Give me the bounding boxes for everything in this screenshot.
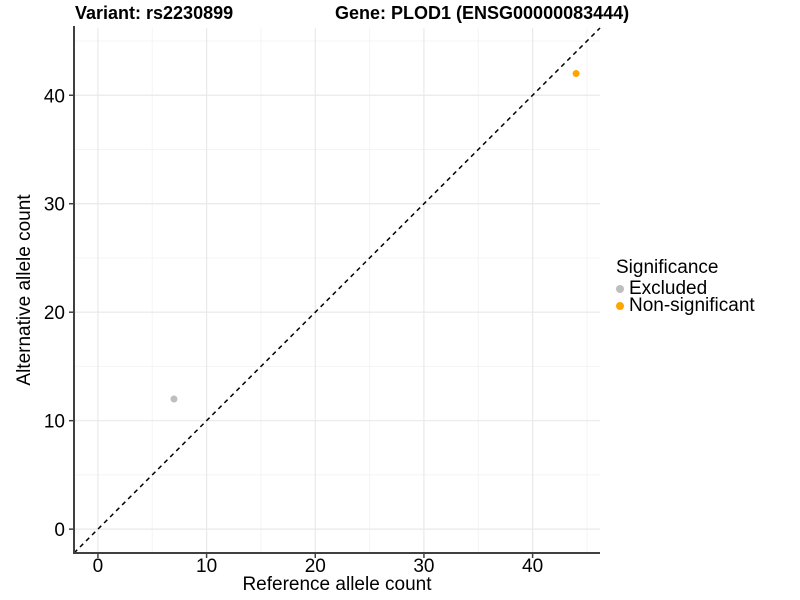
data-point-non-significant (572, 70, 580, 78)
legend-label-excluded: Excluded (629, 278, 708, 299)
y-tick-label: 40 (44, 86, 65, 107)
x-tick-label: 0 (93, 556, 104, 577)
data-point-excluded (170, 395, 178, 403)
y-tick-label: 10 (44, 412, 65, 433)
identity-dashed-line (73, 27, 601, 554)
x-axis-title: Reference allele count (242, 574, 432, 595)
x-tick-label: 30 (413, 556, 434, 577)
y-tick-label: 0 (54, 520, 65, 541)
legend-item-excluded: Excluded (616, 278, 755, 299)
y-tick-label: 30 (44, 195, 65, 216)
y-tick-label: 20 (44, 303, 65, 324)
plot-title-variant: Variant: rs2230899 (75, 3, 234, 23)
plot-title-gene: Gene: PLOD1 (ENSG00000083444) (335, 3, 630, 23)
legend-label-non-significant: Non-significant (629, 295, 755, 316)
excluded-point-swatch (616, 284, 624, 293)
x-tick-label: 10 (196, 556, 217, 577)
x-tick-label: 40 (522, 556, 543, 577)
y-axis-title: Alternative allele count (14, 194, 35, 386)
legend: Significance Excluded Non-significant (616, 257, 755, 316)
legend-title: Significance (616, 257, 719, 278)
non-significant-point-swatch (616, 301, 624, 310)
x-tick-label: 20 (305, 556, 326, 577)
legend-item-non-significant: Non-significant (616, 295, 755, 316)
